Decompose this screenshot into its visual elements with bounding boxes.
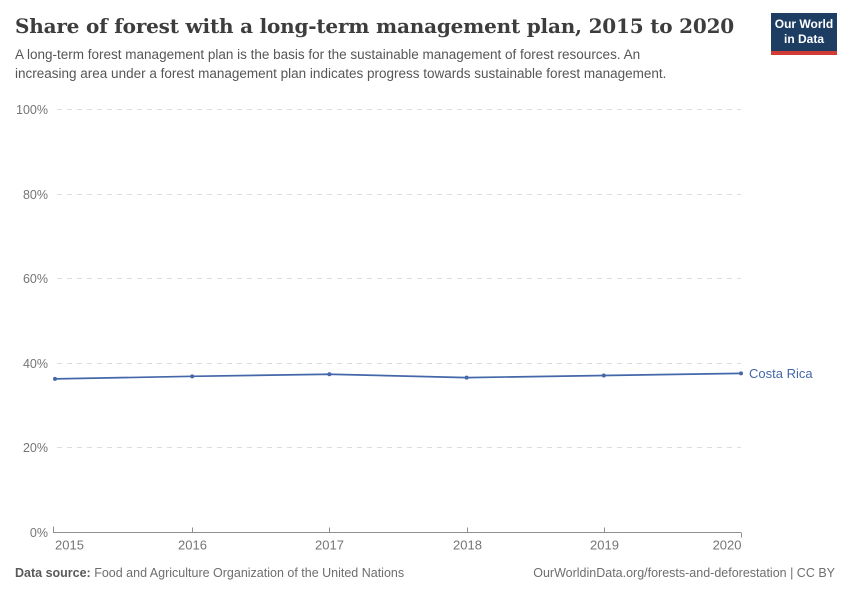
chart-header: Share of forest with a long-term managem… — [15, 14, 835, 84]
license-link[interactable]: OurWorldinData.org/forests-and-deforesta… — [533, 566, 835, 580]
data-point — [327, 372, 332, 377]
owid-logo[interactable]: Our World in Data — [771, 13, 837, 55]
x-tick-label: 2020 — [713, 538, 742, 553]
y-tick-label: 60% — [23, 272, 48, 286]
logo-line-1: Our World — [774, 17, 834, 31]
x-tick-label: 2017 — [315, 538, 344, 553]
chart-footer: Data source: Food and Agriculture Organi… — [15, 566, 835, 580]
series-end-label: Costa Rica — [749, 366, 813, 381]
data-line — [54, 372, 742, 380]
data-point — [53, 376, 57, 381]
data-point — [464, 375, 469, 380]
y-tick-label: 0% — [30, 526, 48, 540]
y-tick-label: 80% — [23, 188, 48, 202]
y-tick-label: 100% — [16, 103, 48, 117]
chart-svg: 0% 20% 40% 60% 80% 100% 2015 2016 2017 2018 2019 20… — [16, 103, 813, 553]
chart-subtitle: A long-term forest management plan is th… — [15, 47, 667, 81]
data-source-label: Data source: — [15, 566, 91, 580]
chart-title: Share of forest with a long-term managem… — [15, 14, 735, 38]
x-tick-label: 2018 — [453, 538, 482, 553]
y-tick-label: 20% — [23, 441, 48, 455]
data-source: Data source: Food and Agriculture Organi… — [15, 566, 404, 580]
x-tick-label: 2019 — [590, 538, 619, 553]
logo-line-2: in Data — [783, 32, 824, 47]
data-point — [601, 373, 606, 378]
x-tick-label: 2016 — [178, 538, 207, 553]
x-tick-label: 2015 — [55, 538, 84, 553]
data-point — [739, 371, 743, 376]
y-tick-label: 40% — [23, 357, 48, 371]
data-source-text: Food and Agriculture Organization of the… — [90, 566, 405, 580]
line-chart: 0% 20% 40% 60% 80% 100% 2015 2016 2017 2018 2019 20… — [0, 95, 850, 565]
data-point — [190, 374, 195, 379]
